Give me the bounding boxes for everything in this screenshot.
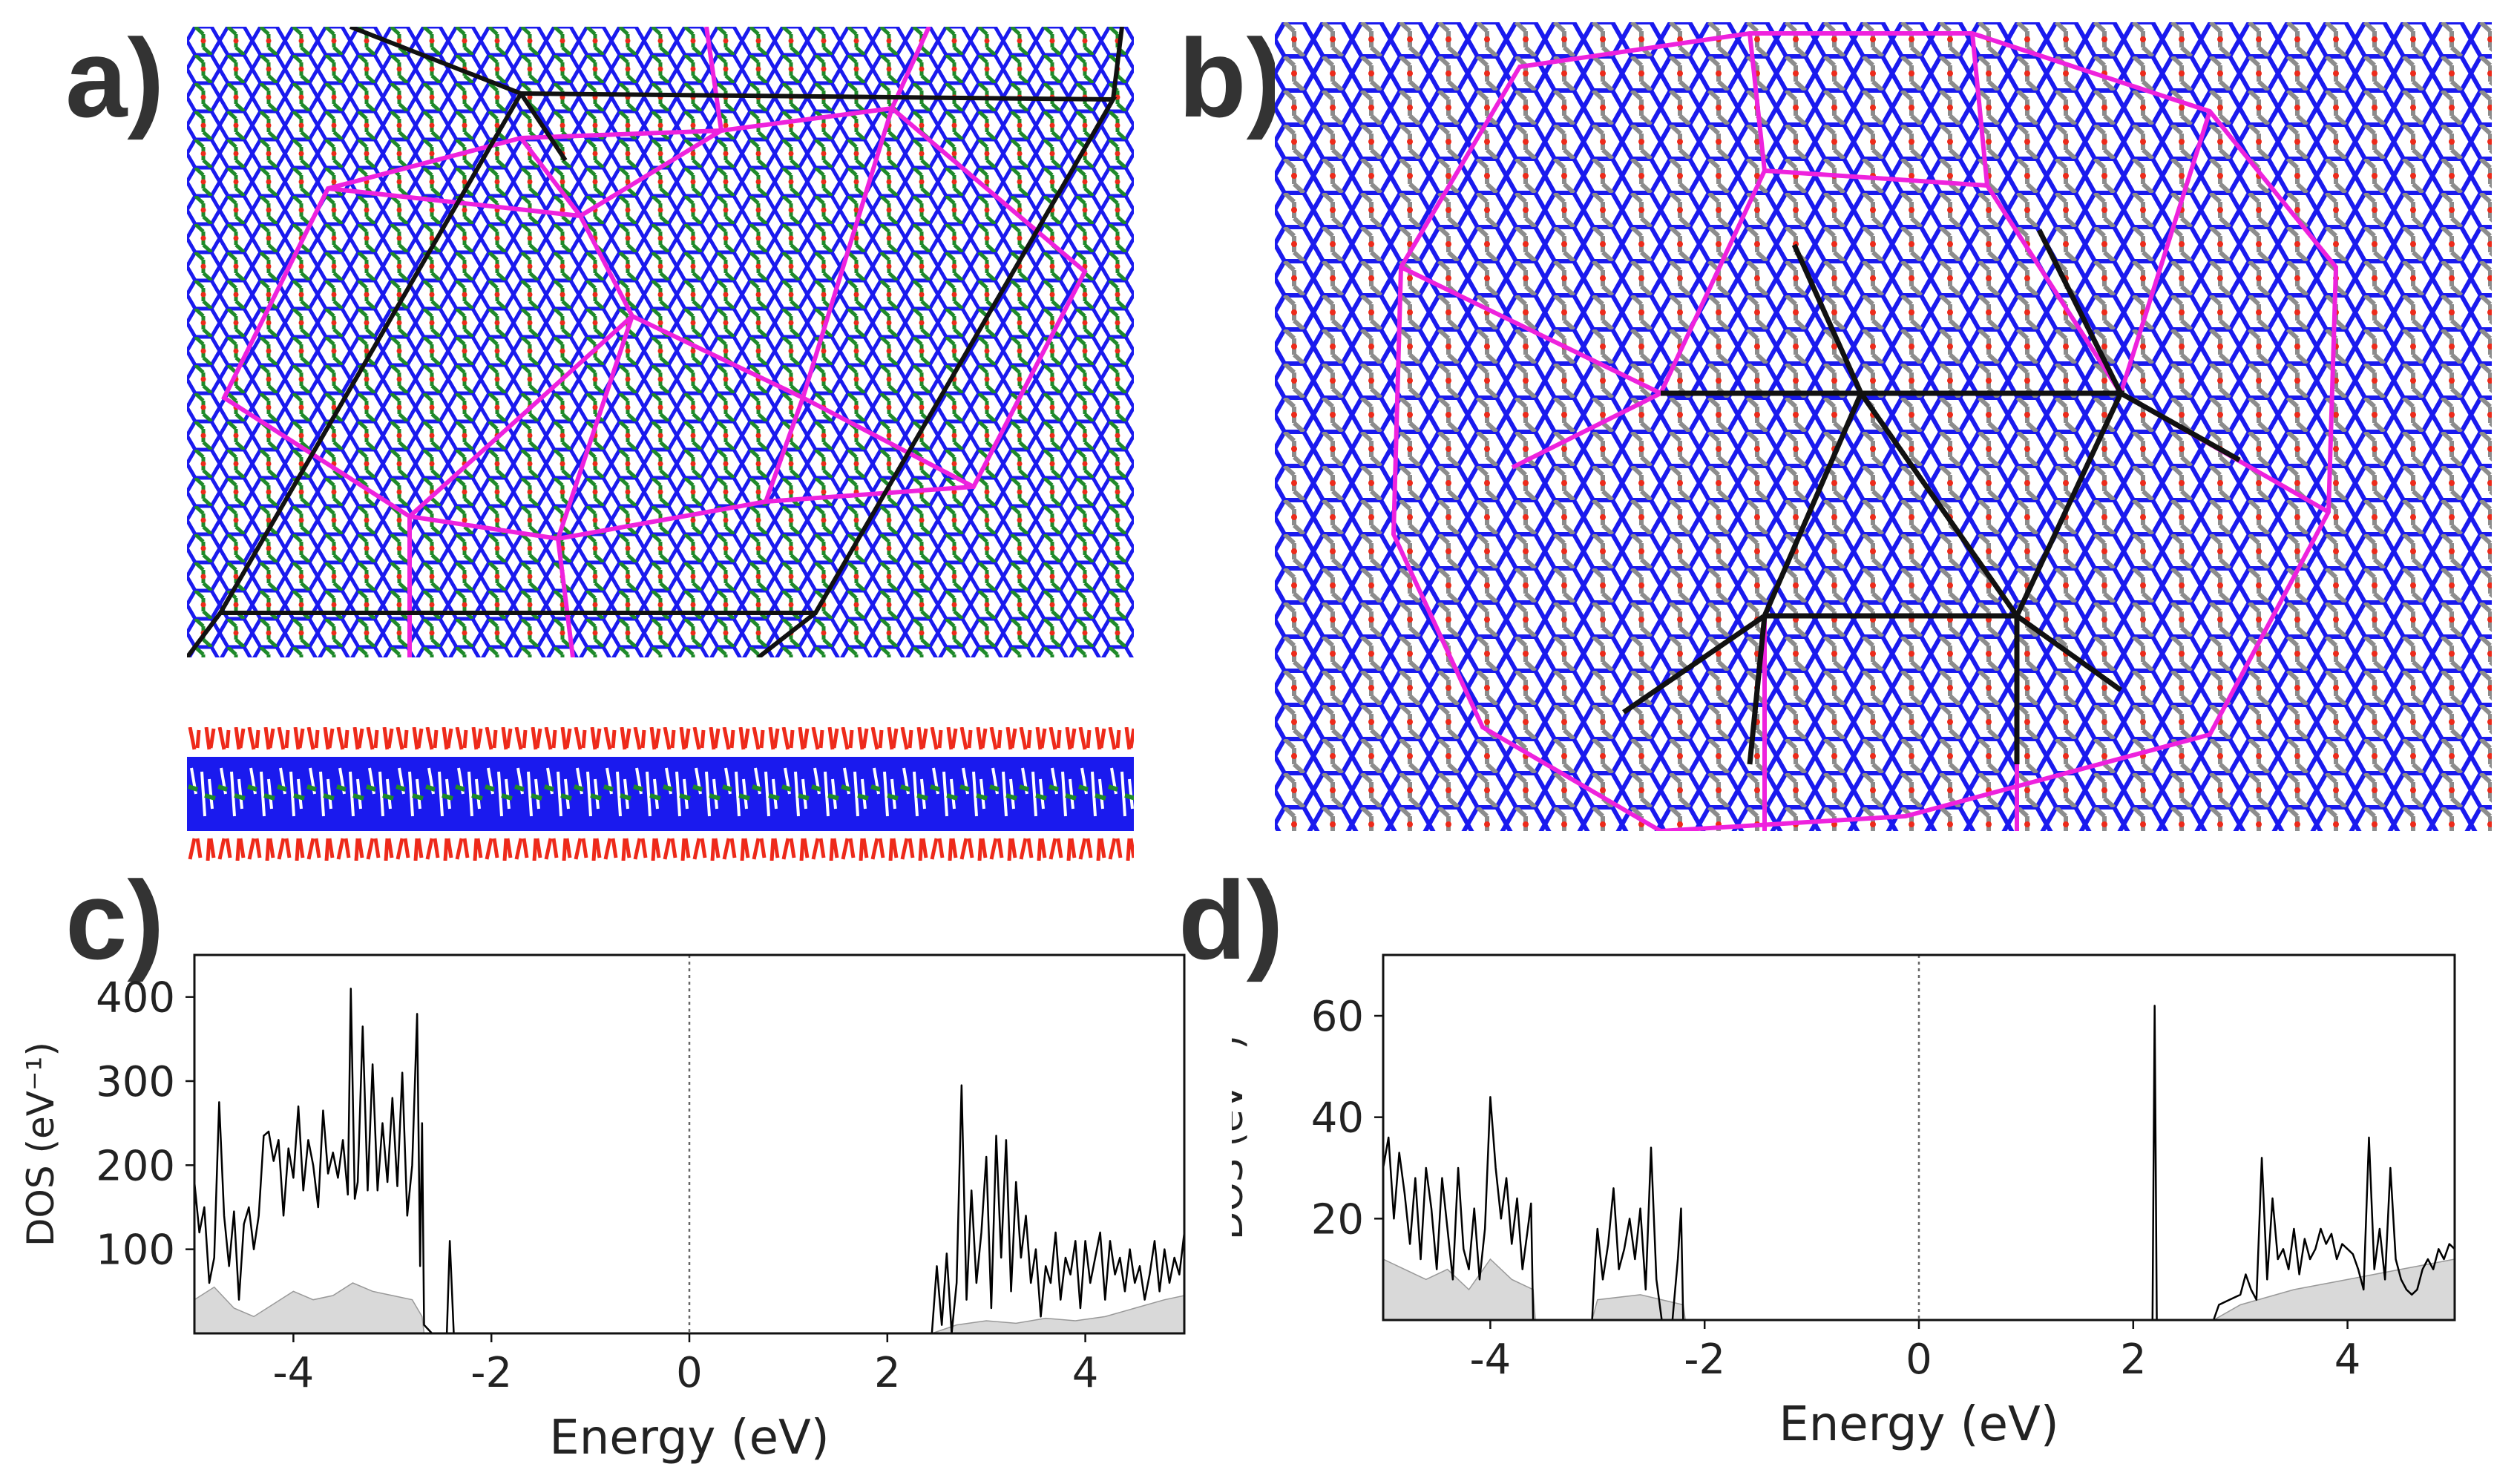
x-tick-label-c: -4 <box>272 1349 314 1397</box>
structure-a-svg <box>187 27 1134 657</box>
dos-chart-c: -4 -2 0 2 4 100 200 300 400 Energy (eV) DOS (eV⁻¹) <box>19 953 1186 1465</box>
x-tick-label-c: 2 <box>874 1349 901 1397</box>
y-tick-label-c: 300 <box>96 1058 175 1106</box>
x-tick-label-d: 4 <box>2334 1336 2361 1384</box>
dos-total-line-d <box>1382 1005 2455 1322</box>
x-axis-label-c: Energy (eV) <box>549 1411 830 1465</box>
panel-label-c: c) <box>65 858 165 982</box>
dos-chart-d: -4 -2 0 2 4 20 40 60 Energy (eV) DOS (eV⁻¹) <box>1208 953 2456 1452</box>
x-tick-label-d: 0 <box>1906 1336 1932 1384</box>
superlattice-lines-b <box>1622 229 2241 765</box>
dos-partial-area-c <box>194 1282 1185 1334</box>
x-tick-label-d: -2 <box>1684 1336 1725 1384</box>
x-tick-label-c: -2 <box>470 1349 512 1397</box>
x-tick-label-c: 0 <box>676 1349 703 1397</box>
y-axis-label-d: DOS (eV⁻¹) <box>1232 1035 1251 1240</box>
structure-a-top-view <box>187 27 1134 657</box>
network-a <box>187 27 1134 657</box>
panel-label-d: d) <box>1178 858 1284 982</box>
y-tick-label-c: 100 <box>96 1227 175 1275</box>
tiling-outline-a <box>221 27 1088 657</box>
structure-a-side-svg <box>187 727 1134 861</box>
y-tick-label-c: 200 <box>96 1142 175 1190</box>
structure-a-side-view <box>187 727 1134 861</box>
x-tick-label-c: 4 <box>1072 1349 1099 1397</box>
y-tick-label-d: 40 <box>1311 1094 1364 1143</box>
y-tick-label-d: 20 <box>1311 1195 1364 1244</box>
y-tick-label-d: 60 <box>1311 993 1364 1041</box>
dos-plot-c: -4 -2 0 2 4 100 200 300 400 Energy (eV) DOS (eV⁻¹) <box>0 928 1217 1480</box>
x-axis-label-d: Energy (eV) <box>1779 1397 2059 1452</box>
dos-plot-d: -4 -2 0 2 4 20 40 60 Energy (eV) DOS (eV⁻¹) <box>1208 928 2494 1480</box>
x-tick-label-d: -4 <box>1469 1336 1511 1384</box>
dos-partial-area-d <box>1382 1258 2455 1321</box>
y-axis-label-c: DOS (eV⁻¹) <box>19 1042 62 1247</box>
structure-b-view <box>1275 22 2492 831</box>
superlattice-lines-a <box>187 27 1124 657</box>
structure-b-svg <box>1275 22 2492 831</box>
panel-label-b: b) <box>1178 16 1284 140</box>
dos-total-line-c <box>193 988 1186 1335</box>
y-tick-label-c: 400 <box>96 974 175 1022</box>
x-tick-label-d: 2 <box>2120 1336 2147 1384</box>
panel-label-a: a) <box>65 16 165 140</box>
side-layer-a <box>187 727 1134 861</box>
